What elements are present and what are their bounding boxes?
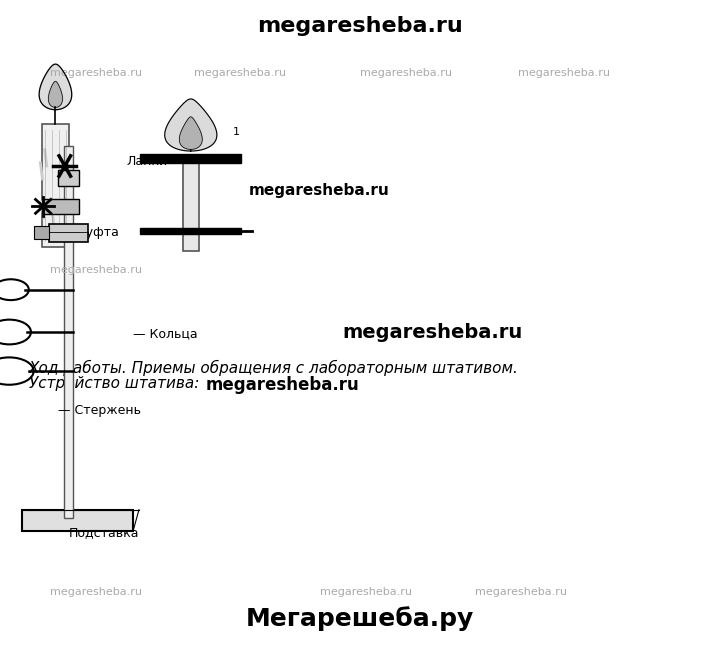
Text: megaresheba.ru: megaresheba.ru xyxy=(342,322,522,342)
Bar xyxy=(49,224,88,242)
Polygon shape xyxy=(48,81,63,107)
Bar xyxy=(22,510,133,531)
Polygon shape xyxy=(39,64,72,109)
Text: megaresheba.ru: megaresheba.ru xyxy=(194,68,287,78)
Text: — Кольца: — Кольца xyxy=(133,327,198,340)
Text: megaresheba.ru: megaresheba.ru xyxy=(518,68,611,78)
Text: megaresheba.ru: megaresheba.ru xyxy=(248,182,389,198)
Bar xyxy=(183,159,199,251)
Bar xyxy=(42,124,69,247)
Bar xyxy=(43,199,79,214)
Text: — Стержень: — Стержень xyxy=(58,404,140,417)
Polygon shape xyxy=(179,117,202,149)
Text: megaresheba.ru: megaresheba.ru xyxy=(475,587,567,597)
Text: Устройство штатива:: Устройство штатива: xyxy=(29,376,199,391)
Text: megaresheba.ru: megaresheba.ru xyxy=(50,68,143,78)
Bar xyxy=(58,170,79,186)
Text: Муфта: Муфта xyxy=(76,226,120,239)
Text: megaresheba.ru: megaresheba.ru xyxy=(257,16,463,36)
Text: megaresheba.ru: megaresheba.ru xyxy=(360,68,452,78)
Text: megaresheba.ru: megaresheba.ru xyxy=(50,265,143,275)
Bar xyxy=(64,146,73,518)
Text: Лапки: Лапки xyxy=(126,155,167,168)
Text: megaresheba.ru: megaresheba.ru xyxy=(205,376,359,395)
Text: Мегарешеба.ру: Мегарешеба.ру xyxy=(246,607,474,631)
Polygon shape xyxy=(165,99,217,151)
Bar xyxy=(140,228,241,234)
Bar xyxy=(140,154,241,163)
Bar xyxy=(35,226,49,239)
Text: megaresheba.ru: megaresheba.ru xyxy=(50,587,143,597)
Text: Ход работы. Приемы обращения с лабораторным штативом.: Ход работы. Приемы обращения с лаборатор… xyxy=(29,360,518,376)
Text: 1: 1 xyxy=(233,128,240,137)
Text: megaresheba.ru: megaresheba.ru xyxy=(320,587,413,597)
Text: Подставка: Подставка xyxy=(68,526,139,539)
